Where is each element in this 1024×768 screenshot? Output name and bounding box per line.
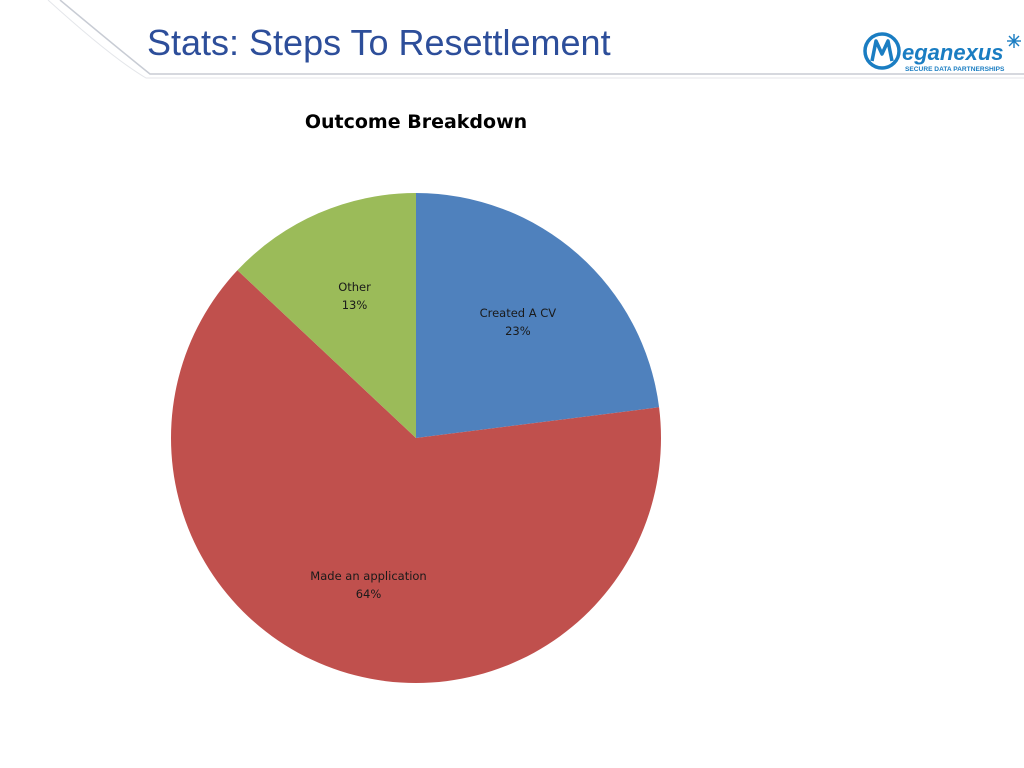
slice-category: Other [338,280,371,295]
snowflake-icon [1007,34,1021,48]
slice-category: Made an application [310,568,427,583]
pie-slice-label: Made an application 64% [310,567,426,603]
svg-text:eganexus: eganexus [902,40,1004,65]
pie-slice-3 [237,193,416,438]
chart-title: Outcome Breakdown [304,111,528,133]
pie-slice-2 [170,270,661,684]
slice-percent: 23% [505,324,531,339]
pie-slice-label: Other 13% [338,278,371,314]
pie-slice-1 [416,193,660,438]
slice-percent: 64% [355,586,382,601]
header-decoration [47,0,1024,79]
slice-category: Created A CV [479,306,557,321]
pie-slice-label: Created A CV 23% [480,304,557,340]
slide-title: Stats: Steps To Resettlement [147,22,611,63]
meganexus-logo: eganexus SECURE DATA PARTNERSHIPS [863,32,1021,73]
svg-text:SECURE DATA PARTNERSHIPS: SECURE DATA PARTNERSHIPS [905,66,1005,73]
slice-percent: 13% [341,298,368,313]
